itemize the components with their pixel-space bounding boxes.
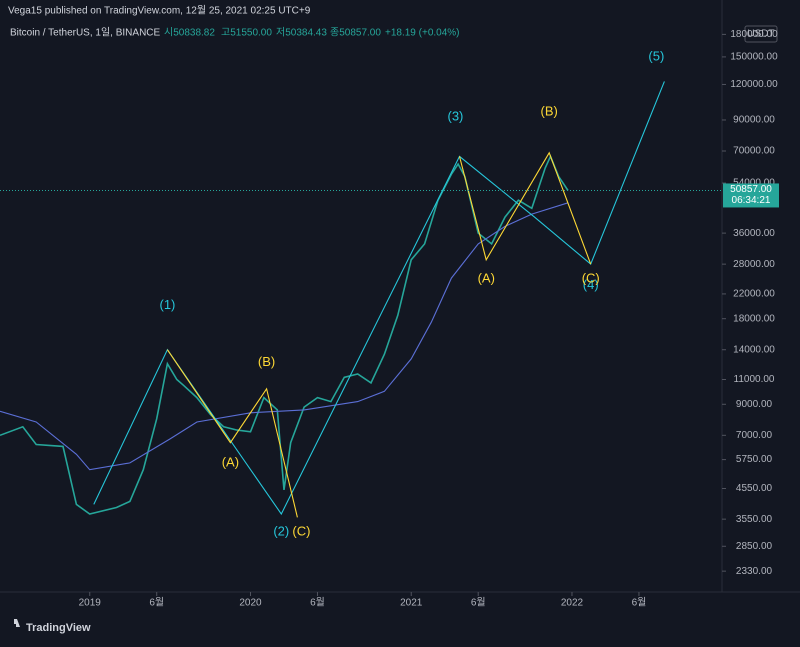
wave-label: (C)	[292, 523, 310, 538]
y-tick-label: 180000.00	[730, 29, 778, 40]
x-tick-label: 2021	[400, 598, 423, 609]
x-tick-label: 2022	[561, 598, 584, 609]
y-tick-label: 9000.00	[736, 399, 773, 410]
x-tick-label: 6월	[632, 597, 647, 609]
symbol: Bitcoin / TetherUS, 1일, BINANCE	[10, 27, 161, 39]
plot	[0, 81, 722, 518]
ohlc-open: 시50838.82	[164, 27, 215, 39]
currency: USDT	[747, 29, 774, 40]
y-tick-label: 5750.00	[736, 454, 773, 465]
y-tick-label: 2330.00	[736, 566, 773, 577]
y-tick-label: 18000.00	[733, 313, 775, 324]
series-line	[0, 202, 569, 471]
countdown: 06:34:21	[732, 195, 771, 206]
x-tick-label: 2019	[79, 598, 102, 609]
series-line	[458, 151, 592, 265]
x-tick-label: 2020	[239, 598, 262, 609]
logo	[8, 619, 20, 627]
y-tick-label: 120000.00	[730, 79, 778, 90]
wave-label: (3)	[447, 109, 463, 124]
brand: TradingView	[26, 622, 91, 634]
wave-label: (1)	[159, 297, 175, 312]
y-tick-label: 2850.00	[736, 541, 773, 552]
wave-label: (4)	[583, 277, 599, 292]
y-tick-label: 3550.00	[736, 514, 773, 525]
x-tick-label: 6월	[471, 597, 486, 609]
wave-label: (2)	[273, 523, 289, 538]
last-price-tag	[723, 183, 779, 208]
series-line	[166, 349, 298, 518]
y-tick-label: 90000.00	[733, 115, 775, 126]
y-tick-label: 11000.00	[734, 374, 775, 385]
last-price-label: 50857.00	[730, 184, 772, 195]
wave-label: (A)	[222, 454, 239, 469]
y-tick-label: 7000.00	[736, 430, 773, 441]
y-tick-label: 54000.00	[733, 178, 775, 189]
series-line	[0, 154, 569, 515]
wave-label: (A)	[478, 271, 495, 286]
wave-label: (B)	[258, 354, 275, 369]
x-tick-label: 6월	[310, 597, 325, 609]
y-tick-label: 14000.00	[733, 344, 775, 355]
x-tick-label: 6월	[149, 597, 164, 609]
publisher: Vega15 published on TradingView.com, 12월…	[8, 5, 311, 17]
y-tick-label: 150000.00	[730, 52, 778, 63]
wave-label: (C)	[582, 271, 600, 286]
ohlc-change: +18.19 (+0.04%)	[385, 28, 460, 39]
y-tick-label: 22000.00	[733, 289, 775, 300]
ohlc-high: 고51550.00	[221, 28, 272, 39]
wave-label: (5)	[648, 48, 664, 63]
ohlc-low: 저50384.43	[276, 27, 327, 39]
ohlc-close: 종50857.00	[330, 27, 381, 39]
y-tick-label: 70000.00	[733, 146, 775, 157]
y-tick-label: 28000.00	[733, 259, 775, 270]
y-tick-label: 4550.00	[736, 483, 773, 494]
wave-label: (B)	[541, 103, 558, 118]
y-tick-label: 36000.00	[733, 228, 775, 239]
currency-box	[744, 25, 778, 43]
